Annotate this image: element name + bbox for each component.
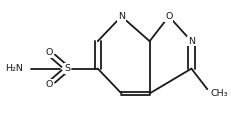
Text: O: O bbox=[45, 80, 53, 89]
Text: S: S bbox=[64, 64, 70, 73]
Text: CH₃: CH₃ bbox=[210, 89, 227, 98]
Text: N: N bbox=[187, 37, 194, 46]
Text: O: O bbox=[164, 12, 172, 21]
Text: O: O bbox=[45, 48, 53, 57]
Text: H₂N: H₂N bbox=[5, 64, 23, 73]
Text: N: N bbox=[117, 12, 125, 21]
